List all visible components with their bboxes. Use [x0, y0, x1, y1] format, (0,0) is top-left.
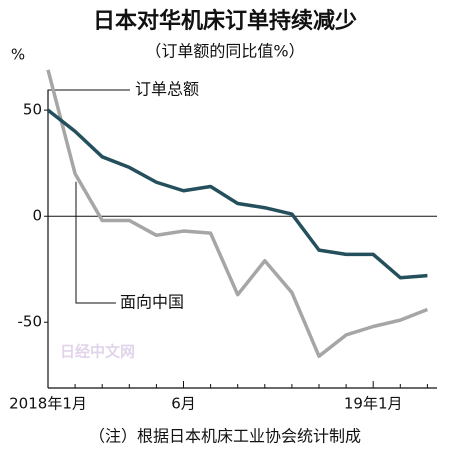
footnote: （注）根据日本机床工业协会统计制成	[89, 427, 361, 446]
series-line	[46, 69, 429, 358]
legend-label: 面向中国	[120, 293, 184, 312]
y-tick-label: -50	[18, 313, 43, 331]
series-line	[46, 108, 428, 280]
leader-line	[47, 89, 130, 111]
x-tick-label: 19年1月	[344, 395, 403, 413]
chart-subtitle: （订单额的同比值%）	[145, 42, 304, 61]
leader-line	[75, 181, 116, 304]
watermark: 日经中文网	[60, 343, 135, 361]
chart-title: 日本对华机床订单持续减少	[93, 8, 357, 34]
x-tick-label: 6月	[171, 395, 196, 413]
legend-label: 订单总额	[135, 80, 199, 99]
y-axis-label: %	[11, 46, 25, 64]
y-tick-label: 50	[23, 101, 42, 119]
y-tick-label: 0	[32, 207, 42, 225]
x-tick-label: 2018年1月	[9, 395, 87, 413]
